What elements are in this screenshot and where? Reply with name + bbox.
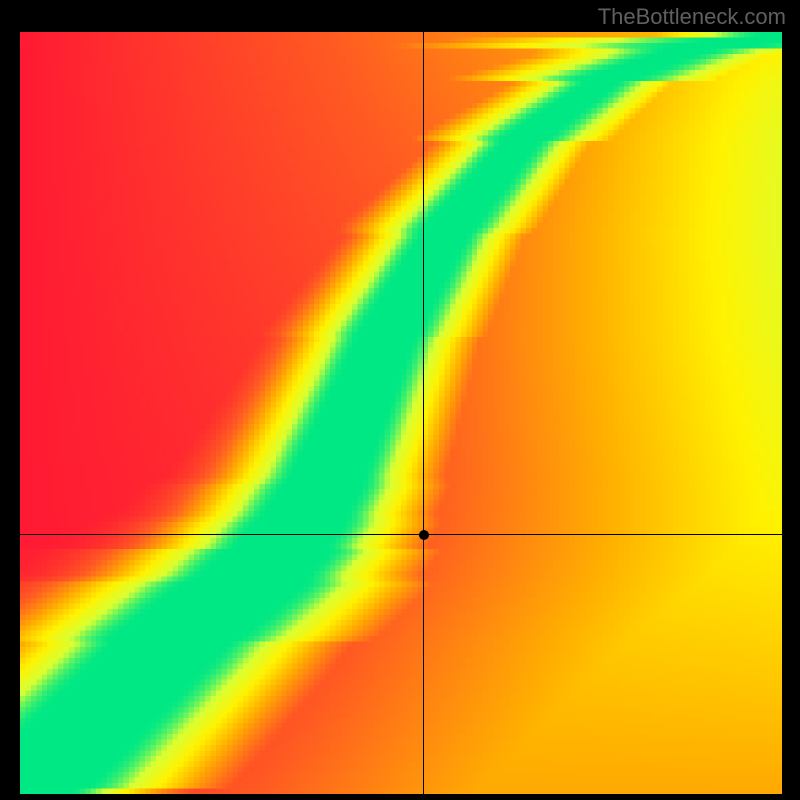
crosshair-horizontal [20,534,782,535]
plot-area [20,32,782,794]
watermark-label: TheBottleneck.com [598,4,786,30]
chart-container: TheBottleneck.com [0,0,800,800]
heatmap-canvas [20,32,782,794]
selection-marker [419,530,429,540]
crosshair-vertical [423,32,424,794]
